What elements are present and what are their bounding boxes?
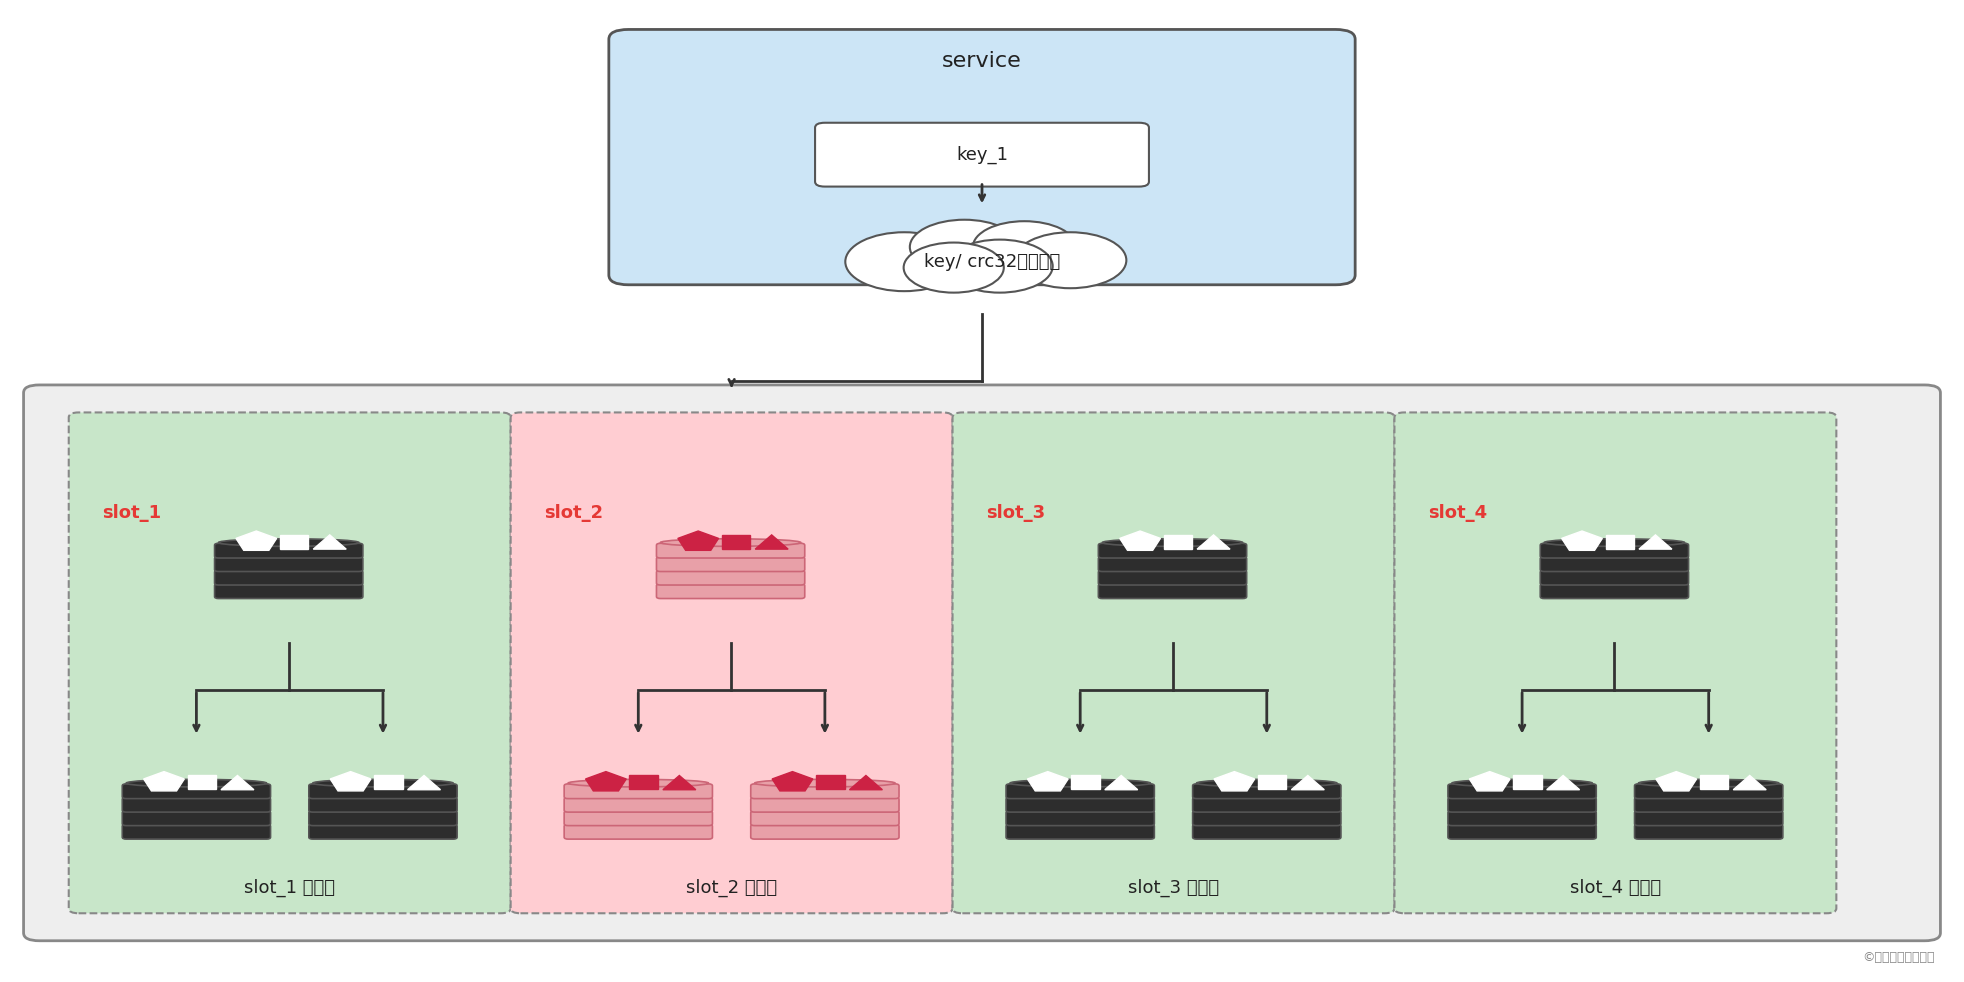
- FancyBboxPatch shape: [1006, 784, 1155, 798]
- FancyBboxPatch shape: [609, 29, 1355, 285]
- Ellipse shape: [1638, 780, 1779, 787]
- FancyBboxPatch shape: [1098, 583, 1247, 599]
- Text: key/ crc32路由算法: key/ crc32路由算法: [925, 252, 1061, 271]
- FancyBboxPatch shape: [1192, 825, 1341, 839]
- FancyBboxPatch shape: [1098, 571, 1247, 585]
- FancyBboxPatch shape: [308, 797, 458, 812]
- FancyBboxPatch shape: [511, 412, 953, 913]
- Ellipse shape: [1544, 539, 1685, 546]
- Text: slot_2: slot_2: [544, 505, 603, 522]
- Text: slot_1 从节点: slot_1 从节点: [244, 878, 336, 897]
- Circle shape: [1013, 233, 1127, 289]
- FancyBboxPatch shape: [656, 571, 805, 585]
- Ellipse shape: [126, 780, 267, 787]
- FancyBboxPatch shape: [1192, 797, 1341, 812]
- FancyBboxPatch shape: [122, 811, 271, 826]
- FancyBboxPatch shape: [214, 543, 363, 558]
- Ellipse shape: [312, 780, 454, 787]
- FancyBboxPatch shape: [750, 811, 900, 826]
- FancyBboxPatch shape: [1447, 797, 1597, 812]
- Text: slot_4: slot_4: [1428, 505, 1487, 522]
- FancyBboxPatch shape: [1006, 825, 1155, 839]
- Ellipse shape: [218, 539, 359, 546]
- FancyBboxPatch shape: [1540, 543, 1689, 558]
- Text: slot_3 从节点: slot_3 从节点: [1127, 878, 1220, 897]
- FancyBboxPatch shape: [308, 784, 458, 798]
- FancyBboxPatch shape: [1192, 811, 1341, 826]
- FancyBboxPatch shape: [1098, 543, 1247, 558]
- Ellipse shape: [1102, 539, 1243, 546]
- FancyBboxPatch shape: [122, 825, 271, 839]
- FancyBboxPatch shape: [1447, 811, 1597, 826]
- FancyBboxPatch shape: [308, 811, 458, 826]
- FancyBboxPatch shape: [564, 825, 713, 839]
- Ellipse shape: [1451, 780, 1593, 787]
- FancyBboxPatch shape: [122, 797, 271, 812]
- FancyBboxPatch shape: [214, 557, 363, 572]
- FancyBboxPatch shape: [214, 571, 363, 585]
- Ellipse shape: [1009, 780, 1151, 787]
- FancyBboxPatch shape: [214, 583, 363, 599]
- Circle shape: [903, 243, 1004, 293]
- FancyBboxPatch shape: [1447, 784, 1597, 798]
- FancyBboxPatch shape: [69, 412, 511, 913]
- FancyBboxPatch shape: [1634, 797, 1783, 812]
- FancyBboxPatch shape: [1634, 811, 1783, 826]
- Text: slot_3: slot_3: [986, 505, 1045, 522]
- FancyBboxPatch shape: [1006, 797, 1155, 812]
- Text: slot_1: slot_1: [102, 505, 161, 522]
- FancyBboxPatch shape: [656, 583, 805, 599]
- FancyBboxPatch shape: [1540, 583, 1689, 599]
- Ellipse shape: [1196, 780, 1337, 787]
- FancyBboxPatch shape: [750, 825, 900, 839]
- Circle shape: [947, 240, 1053, 293]
- FancyBboxPatch shape: [1634, 825, 1783, 839]
- FancyBboxPatch shape: [1006, 811, 1155, 826]
- Circle shape: [972, 221, 1076, 273]
- Ellipse shape: [754, 780, 896, 787]
- Circle shape: [845, 233, 962, 292]
- FancyBboxPatch shape: [1540, 557, 1689, 572]
- Ellipse shape: [660, 539, 801, 546]
- FancyBboxPatch shape: [656, 557, 805, 572]
- FancyBboxPatch shape: [564, 797, 713, 812]
- Text: service: service: [943, 51, 1021, 71]
- FancyBboxPatch shape: [750, 797, 900, 812]
- FancyBboxPatch shape: [750, 784, 900, 798]
- Ellipse shape: [568, 780, 709, 787]
- FancyBboxPatch shape: [656, 543, 805, 558]
- FancyBboxPatch shape: [1634, 784, 1783, 798]
- Text: slot_4 从节点: slot_4 从节点: [1569, 878, 1662, 897]
- FancyBboxPatch shape: [122, 784, 271, 798]
- Text: slot_2 从节点: slot_2 从节点: [685, 878, 778, 897]
- FancyBboxPatch shape: [815, 123, 1149, 187]
- Text: ©稀土掘金技术社区: ©稀土掘金技术社区: [1862, 952, 1935, 964]
- Circle shape: [909, 220, 1019, 274]
- FancyBboxPatch shape: [1098, 557, 1247, 572]
- FancyBboxPatch shape: [564, 784, 713, 798]
- FancyBboxPatch shape: [1394, 412, 1836, 913]
- FancyBboxPatch shape: [953, 412, 1394, 913]
- FancyBboxPatch shape: [1447, 825, 1597, 839]
- FancyBboxPatch shape: [308, 825, 458, 839]
- Text: key_1: key_1: [956, 145, 1008, 164]
- FancyBboxPatch shape: [1192, 784, 1341, 798]
- FancyBboxPatch shape: [1540, 571, 1689, 585]
- FancyBboxPatch shape: [564, 811, 713, 826]
- FancyBboxPatch shape: [24, 385, 1940, 941]
